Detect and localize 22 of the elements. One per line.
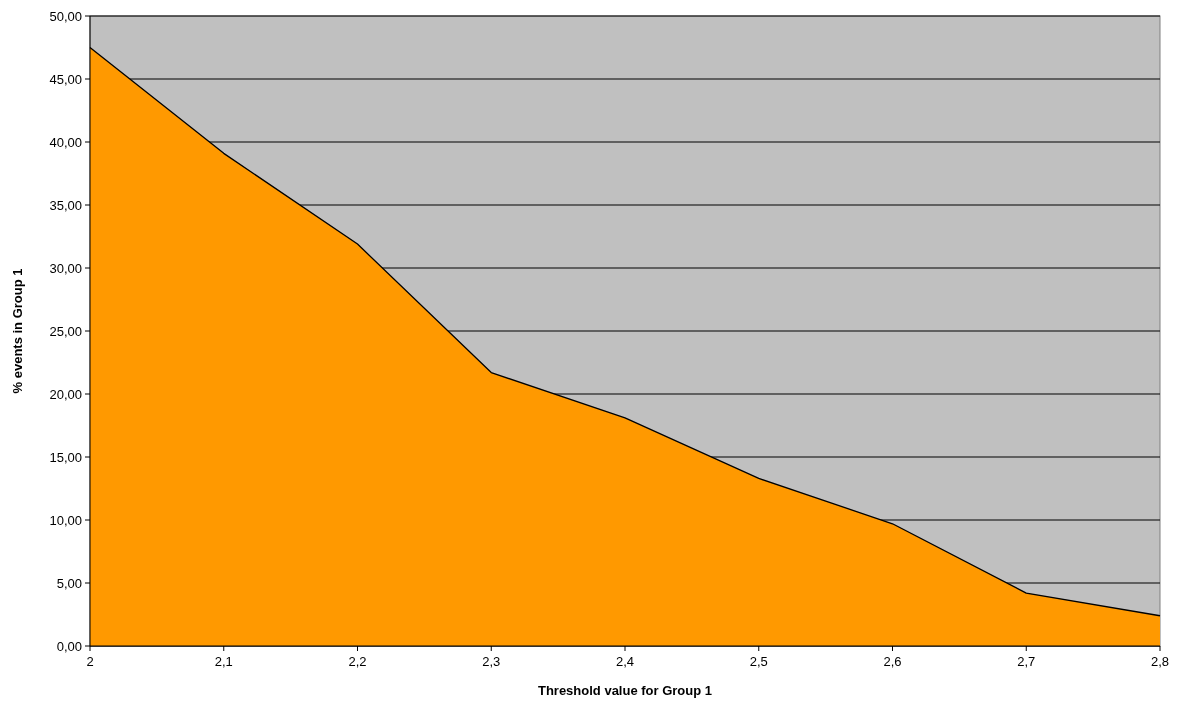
x-tick-label: 2,5 bbox=[749, 654, 768, 669]
y-tick-label: 40,00 bbox=[49, 134, 82, 150]
x-tick-label: 2,1 bbox=[214, 654, 233, 669]
x-tick-label: 2,7 bbox=[1017, 654, 1036, 669]
y-tick-label: 15,00 bbox=[49, 449, 82, 465]
y-tick-label: 35,00 bbox=[49, 197, 82, 213]
x-tick-label: 2,6 bbox=[883, 654, 902, 669]
x-axis-title: Threshold value for Group 1 bbox=[537, 683, 713, 698]
y-tick-label: 25,00 bbox=[49, 323, 82, 339]
y-tick-label: 20,00 bbox=[49, 386, 82, 402]
x-tick-label: 2,4 bbox=[615, 654, 635, 669]
y-axis-title: % events in Group 1 bbox=[10, 268, 25, 394]
x-tick-label: 2,8 bbox=[1150, 654, 1170, 669]
y-tick-label: 30,00 bbox=[49, 260, 82, 276]
y-tick-label: 5,00 bbox=[56, 575, 82, 591]
y-tick-label: 10,00 bbox=[49, 512, 82, 528]
y-tick-label: 50,00 bbox=[49, 8, 82, 24]
y-tick-label: 45,00 bbox=[49, 71, 82, 87]
y-tick-label: 0,00 bbox=[56, 638, 82, 654]
x-tick-label: 2 bbox=[86, 654, 94, 669]
x-tick-label: 2,3 bbox=[482, 654, 501, 669]
x-tick-label: 2,2 bbox=[348, 654, 367, 669]
